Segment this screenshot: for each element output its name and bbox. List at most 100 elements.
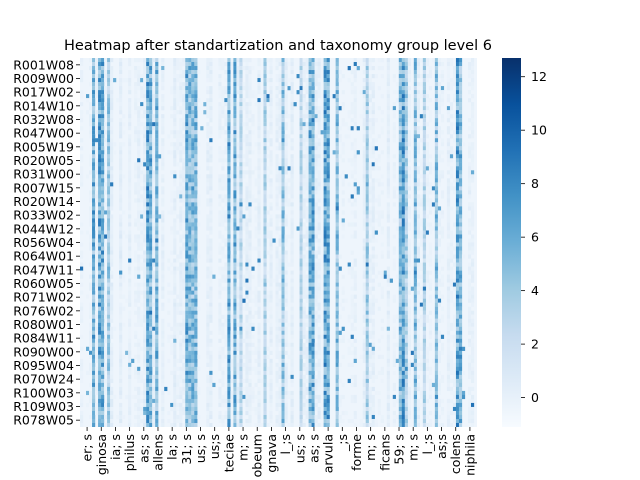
heatmap-cell (263, 194, 267, 199)
heatmap-cell (326, 134, 330, 139)
heatmap-cell (194, 170, 198, 175)
heatmap-cell (140, 398, 144, 404)
heatmap-cell (242, 198, 246, 203)
heatmap-cell (299, 230, 303, 235)
heatmap-cell (335, 242, 339, 247)
heatmap-cell (284, 286, 288, 291)
heatmap-cell (197, 354, 201, 359)
heatmap-cell (263, 318, 267, 323)
heatmap-cell (128, 222, 132, 227)
heatmap-cell (89, 382, 93, 388)
heatmap-cell (146, 70, 150, 75)
heatmap-cell (152, 106, 156, 111)
heatmap-cell (221, 234, 225, 239)
heatmap-cell (104, 382, 108, 388)
heatmap-cell (101, 366, 105, 371)
heatmap-cell (281, 414, 285, 420)
heatmap-cell (128, 186, 132, 191)
heatmap-cell (311, 406, 315, 412)
heatmap-cell (302, 354, 306, 359)
heatmap-cell (128, 194, 132, 199)
heatmap-cell (155, 226, 159, 231)
heatmap-cell (218, 174, 222, 179)
heatmap-cell (128, 250, 132, 255)
heatmap-cell (161, 98, 165, 103)
heatmap-cell (161, 382, 165, 388)
heatmap-cell (98, 358, 102, 363)
heatmap-cell (101, 350, 105, 355)
heatmap-cell (311, 226, 315, 231)
heatmap-cell (248, 82, 252, 87)
heatmap-cell (95, 78, 99, 83)
heatmap-cell (326, 358, 330, 363)
heatmap-cell (248, 70, 252, 75)
heatmap-cell (194, 242, 198, 247)
heatmap-cell (305, 170, 309, 175)
heatmap-cell (263, 238, 267, 243)
heatmap-cell (290, 198, 294, 203)
heatmap-cell (110, 226, 114, 231)
heatmap-cell (326, 290, 330, 295)
heatmap-cell (110, 118, 114, 123)
heatmap-cell (227, 214, 231, 219)
heatmap-cell (149, 270, 153, 275)
heatmap-cell (239, 242, 243, 247)
heatmap-cell (284, 386, 288, 392)
heatmap-cell (146, 370, 150, 376)
heatmap-cell (239, 366, 243, 371)
heatmap-cell (137, 126, 141, 131)
heatmap-cell (155, 414, 159, 420)
heatmap-cell (143, 354, 147, 359)
heatmap-cell (302, 294, 306, 299)
heatmap-cell (299, 242, 303, 247)
heatmap-cell (92, 238, 96, 243)
heatmap-cell (92, 266, 96, 271)
heatmap-cell (92, 346, 96, 351)
heatmap-cell (314, 310, 318, 315)
heatmap-cell (98, 62, 102, 67)
heatmap-cell (239, 122, 243, 127)
heatmap-cell (191, 350, 195, 355)
heatmap-cell (263, 366, 267, 371)
heatmap-cell (104, 70, 108, 75)
heatmap-cell (188, 342, 192, 347)
heatmap-cell (185, 230, 189, 235)
heatmap-cell (233, 246, 237, 251)
heatmap-cell (95, 178, 99, 183)
heatmap-cell (155, 138, 159, 143)
heatmap-cell (236, 254, 240, 259)
heatmap-cell (98, 78, 102, 83)
heatmap-cell (278, 386, 282, 392)
heatmap-cell (161, 418, 165, 424)
heatmap-cell (248, 262, 252, 267)
heatmap-cell (185, 274, 189, 279)
heatmap-cell (314, 386, 318, 392)
heatmap-cell (134, 138, 138, 143)
heatmap-cell (290, 166, 294, 171)
heatmap-cell (239, 286, 243, 291)
heatmap-cell (281, 242, 285, 247)
heatmap-cell (134, 330, 138, 335)
heatmap-cell (95, 322, 99, 327)
heatmap-cell (242, 170, 246, 175)
heatmap-cell (317, 114, 321, 119)
heatmap-cell (185, 114, 189, 119)
heatmap-cell (245, 82, 249, 87)
heatmap-cell (317, 70, 321, 75)
heatmap-cell (335, 346, 339, 351)
heatmap-cell (245, 378, 249, 384)
heatmap-cell (311, 130, 315, 135)
heatmap-cell (317, 94, 321, 99)
heatmap-cell (182, 230, 186, 235)
heatmap-cell (266, 174, 270, 179)
heatmap-cell (266, 354, 270, 359)
heatmap-cell (245, 302, 249, 307)
heatmap-cell (314, 238, 318, 243)
heatmap-cell (134, 342, 138, 347)
heatmap-cell (173, 226, 177, 231)
heatmap-cell (107, 322, 111, 327)
heatmap-cell (209, 114, 213, 119)
heatmap-cell (323, 78, 327, 83)
heatmap-cell (143, 378, 147, 384)
heatmap-cell (146, 66, 150, 71)
